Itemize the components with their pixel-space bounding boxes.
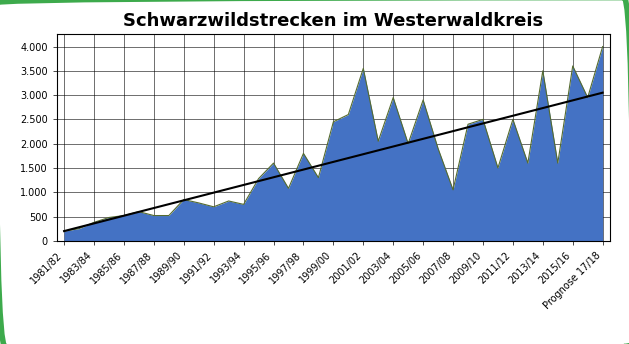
Title: Schwarzwildstrecken im Westerwaldkreis: Schwarzwildstrecken im Westerwaldkreis bbox=[123, 12, 543, 30]
